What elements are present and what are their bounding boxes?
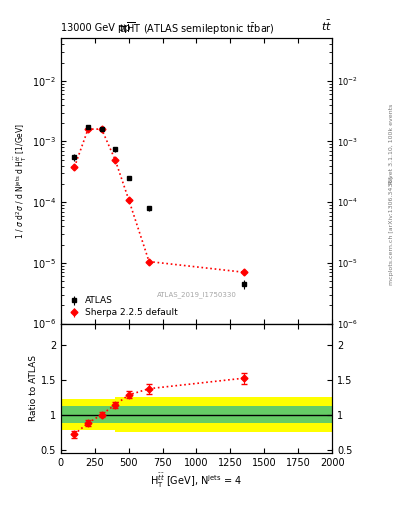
Text: Rivet 3.1.10, 100k events: Rivet 3.1.10, 100k events: [389, 103, 393, 183]
Title: tt$\overline{\rm H}$T (ATLAS semileptonic t$\bar{t}$bar): tt$\overline{\rm H}$T (ATLAS semileptoni…: [119, 20, 274, 37]
Text: 13000 GeV pp: 13000 GeV pp: [61, 23, 130, 33]
Y-axis label: 1 / $\sigma$ d$^2\sigma$ / d N$^{\rm jets}$ d H$_{\rm T}^{\bar{t}\bar{t}}$ [1/Ge: 1 / $\sigma$ d$^2\sigma$ / d N$^{\rm jet…: [13, 123, 29, 239]
Text: mcplots.cern.ch [arXiv:1306.3436]: mcplots.cern.ch [arXiv:1306.3436]: [389, 176, 393, 285]
Text: ATLAS_2019_I1750330: ATLAS_2019_I1750330: [156, 292, 237, 298]
Y-axis label: Ratio to ATLAS: Ratio to ATLAS: [29, 355, 38, 421]
X-axis label: H$_{\rm T}^{\bar{t}\bar{t}}$ [GeV], N$^{\rm jets}$ = 4: H$_{\rm T}^{\bar{t}\bar{t}}$ [GeV], N$^{…: [151, 472, 242, 490]
Legend: ATLAS, Sherpa 2.2.5 default: ATLAS, Sherpa 2.2.5 default: [65, 295, 180, 319]
Text: $t\bar{t}$: $t\bar{t}$: [321, 19, 332, 33]
